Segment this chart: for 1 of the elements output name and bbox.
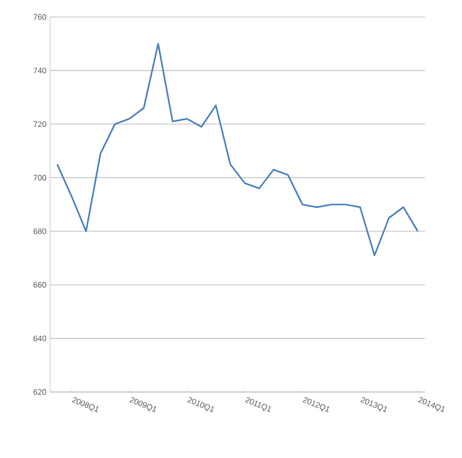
line-series — [56, 42, 419, 256]
